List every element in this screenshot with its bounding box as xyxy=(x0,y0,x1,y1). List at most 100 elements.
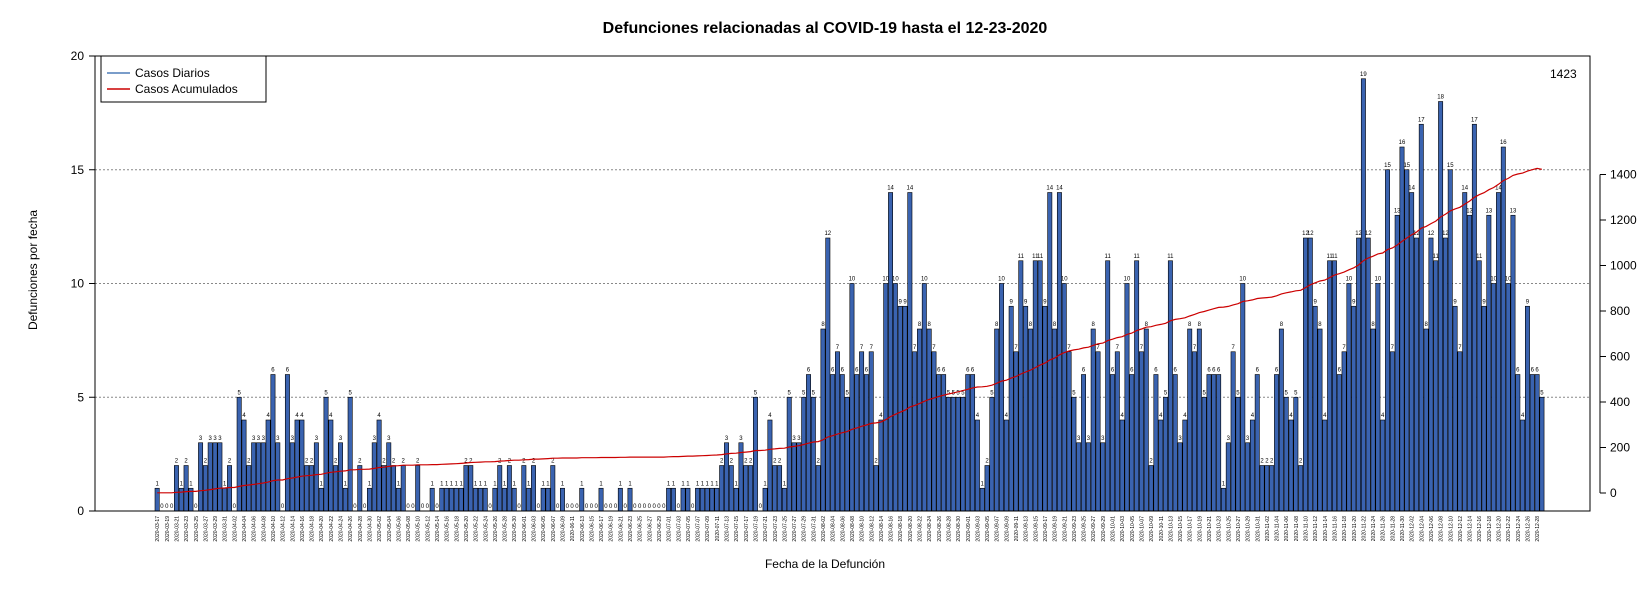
bar xyxy=(366,487,372,512)
x-tick-label: 2020-09-27 xyxy=(1091,516,1097,542)
bar-data-label: 7 xyxy=(836,345,840,351)
bar xyxy=(502,487,507,512)
bar-data-label: 15 xyxy=(1403,163,1410,169)
bar xyxy=(468,465,474,512)
bar-data-label: 0 xyxy=(638,504,642,510)
bar-data-label: 8 xyxy=(1371,322,1375,328)
x-tick-label: 2020-10-19 xyxy=(1197,516,1203,542)
bar xyxy=(984,465,990,512)
bar-data-label: 4 xyxy=(1005,413,1009,419)
bar-data-label: 14 xyxy=(1046,186,1053,192)
bar-data-label: 2 xyxy=(1149,459,1153,465)
bar-data-label: 1 xyxy=(474,481,478,487)
bar-data-label: 1 xyxy=(440,481,444,487)
bar-data-label: 3 xyxy=(291,436,295,442)
bar-data-label: 1 xyxy=(710,481,714,487)
bar-data-label: 1 xyxy=(503,481,507,487)
bar xyxy=(323,396,329,512)
x-tick-label: 2020-04-10 xyxy=(271,516,277,542)
bar xyxy=(917,328,922,512)
bar xyxy=(670,487,676,512)
bar-data-label: 6 xyxy=(1256,368,1260,374)
x-tick-label: 2020-12-20 xyxy=(1497,516,1503,542)
bar xyxy=(1003,419,1009,512)
bar xyxy=(1380,419,1386,512)
bar xyxy=(1505,283,1511,512)
bar-data-label: 0 xyxy=(194,504,198,510)
bar-data-label: 5 xyxy=(956,390,960,396)
bar xyxy=(1143,328,1149,512)
bar-data-label: 2 xyxy=(382,459,386,465)
x-tick-label: 2020-07-17 xyxy=(744,516,750,542)
bar xyxy=(1269,465,1275,512)
bar-data-label: 5 xyxy=(845,390,849,396)
bar xyxy=(1221,487,1226,512)
bar-data-label: 5 xyxy=(348,390,352,396)
bar xyxy=(1134,260,1140,512)
bar xyxy=(907,192,913,512)
bar-data-label: 7 xyxy=(1140,345,1144,351)
bar-data-label: 5 xyxy=(788,390,792,396)
bar xyxy=(415,465,421,512)
x-tick-label: 2020-11-28 xyxy=(1390,516,1396,541)
bar xyxy=(1520,419,1526,512)
x-tick-label: 2020-07-11 xyxy=(715,516,721,541)
bar-data-label: 8 xyxy=(1053,322,1057,328)
x-tick-label: 2020-08-02 xyxy=(821,516,827,542)
y2-tick-label: 1000 xyxy=(1610,259,1637,273)
bar xyxy=(1192,351,1197,512)
bar-data-label: 2 xyxy=(744,459,748,465)
x-tick-label: 2020-12-10 xyxy=(1448,516,1454,542)
bar-data-label: 3 xyxy=(373,436,377,442)
bar-data-label: 2 xyxy=(469,459,473,465)
bar xyxy=(714,487,720,512)
bar-data-label: 3 xyxy=(213,436,217,442)
x-tick-label: 2020-10-03 xyxy=(1120,516,1126,542)
bar xyxy=(743,465,749,512)
bar-data-label: 0 xyxy=(566,504,570,510)
bar xyxy=(1515,374,1521,512)
bar xyxy=(473,487,479,512)
bar-data-label: 5 xyxy=(1203,390,1207,396)
bar xyxy=(1481,305,1487,512)
y2-tick-label: 1400 xyxy=(1610,168,1637,182)
bar-data-label: 1 xyxy=(672,481,676,487)
bar xyxy=(627,487,633,512)
bar xyxy=(1081,374,1087,512)
bar-data-label: 0 xyxy=(609,504,613,510)
x-tick-label: 2020-04-16 xyxy=(300,516,306,542)
y-axis-right: 0 200 400 600 800 1000 1200 1400 xyxy=(1599,168,1637,500)
y-tick-label: 20 xyxy=(71,49,85,63)
x-tick-label: 2020-07-27 xyxy=(792,516,798,542)
bar xyxy=(506,465,512,512)
bar-data-label: 2 xyxy=(184,459,188,465)
x-tick-label: 2020-06-21 xyxy=(618,516,624,542)
bar xyxy=(1216,374,1222,512)
bar-data-label: 11 xyxy=(1018,254,1025,260)
bar xyxy=(357,465,363,512)
bar xyxy=(786,396,792,512)
bar xyxy=(207,442,213,512)
bar-data-label: 3 xyxy=(1077,436,1081,442)
bar xyxy=(955,396,961,512)
bar xyxy=(883,283,889,512)
bar xyxy=(458,487,464,512)
x-tick-label: 2020-03-21 xyxy=(174,516,180,542)
bar-data-label: 15 xyxy=(1447,163,1454,169)
x-tick-label: 2020-11-12 xyxy=(1313,516,1319,541)
bar-data-label: 17 xyxy=(1471,117,1478,123)
bar xyxy=(531,465,536,512)
bar-data-label: 6 xyxy=(1516,368,1520,374)
bar-data-label: 0 xyxy=(624,504,628,510)
bar-data-label: 5 xyxy=(754,390,758,396)
x-tick-label: 2020-09-07 xyxy=(995,516,1001,542)
x-tick-label: 2020-04-06 xyxy=(252,516,258,542)
x-tick-label: 2020-04-28 xyxy=(358,516,364,542)
bar-data-label: 9 xyxy=(1352,299,1356,305)
bar-data-label: 0 xyxy=(488,504,492,510)
x-tick-label: 2020-04-08 xyxy=(261,516,267,542)
y-tick-label: 0 xyxy=(77,504,84,518)
bar-data-label: 10 xyxy=(1505,277,1512,283)
bar xyxy=(1452,305,1458,512)
bar xyxy=(328,419,334,512)
